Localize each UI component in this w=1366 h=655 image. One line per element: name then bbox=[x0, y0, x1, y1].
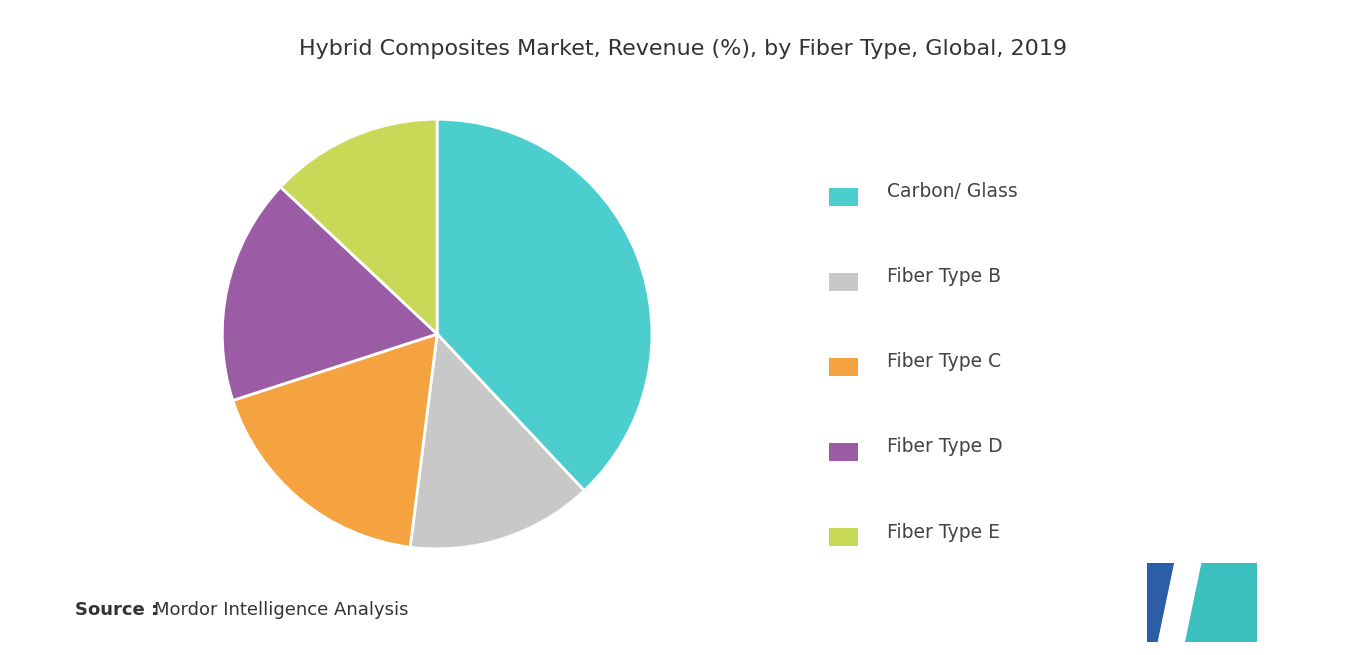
FancyBboxPatch shape bbox=[829, 187, 858, 206]
Text: Mordor Intelligence Analysis: Mordor Intelligence Analysis bbox=[154, 601, 408, 619]
Text: Fiber Type E: Fiber Type E bbox=[887, 523, 1000, 542]
FancyBboxPatch shape bbox=[829, 443, 858, 461]
Text: Source :: Source : bbox=[75, 601, 158, 619]
FancyBboxPatch shape bbox=[829, 358, 858, 376]
Polygon shape bbox=[1147, 563, 1180, 642]
Wedge shape bbox=[280, 119, 437, 334]
FancyBboxPatch shape bbox=[829, 272, 858, 291]
Wedge shape bbox=[232, 334, 437, 547]
Text: Carbon/ Glass: Carbon/ Glass bbox=[887, 182, 1018, 201]
Wedge shape bbox=[410, 334, 585, 549]
Text: Hybrid Composites Market, Revenue (%), by Fiber Type, Global, 2019: Hybrid Composites Market, Revenue (%), b… bbox=[299, 39, 1067, 60]
Text: Fiber Type B: Fiber Type B bbox=[887, 267, 1001, 286]
Wedge shape bbox=[437, 119, 652, 491]
Wedge shape bbox=[223, 187, 437, 400]
Polygon shape bbox=[1186, 563, 1257, 642]
Text: Fiber Type D: Fiber Type D bbox=[887, 438, 1003, 457]
Text: Fiber Type C: Fiber Type C bbox=[887, 352, 1001, 371]
FancyBboxPatch shape bbox=[829, 528, 858, 546]
Polygon shape bbox=[1158, 563, 1191, 642]
